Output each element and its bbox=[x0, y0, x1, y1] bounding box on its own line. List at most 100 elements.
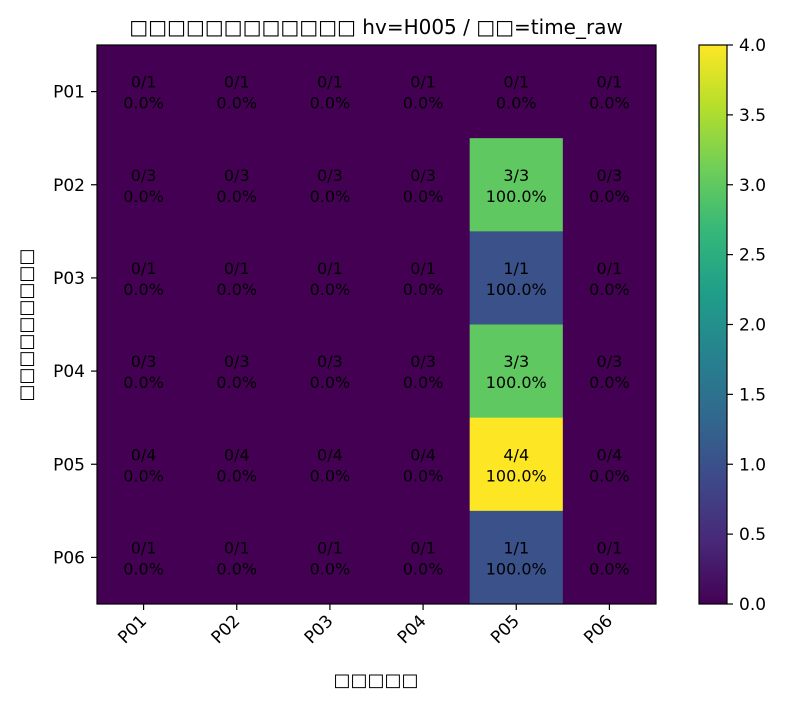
heatmap-cell bbox=[190, 510, 284, 605]
heatmap-cell bbox=[97, 324, 191, 419]
cell-count-label: 0/3 bbox=[224, 166, 250, 185]
colorbar-tick-label: 0.5 bbox=[739, 525, 766, 545]
heatmap-cells bbox=[97, 45, 657, 605]
cell-count-label: 0/3 bbox=[410, 352, 436, 371]
heatmap-cell bbox=[469, 417, 564, 512]
x-tick-label: P02 bbox=[208, 611, 245, 648]
cell-percent-label: 0.0% bbox=[310, 94, 351, 113]
x-tick-label: P03 bbox=[301, 611, 338, 648]
heatmap-cell bbox=[469, 324, 564, 419]
cell-percent-label: 0.0% bbox=[589, 94, 630, 113]
cell-count-label: 0/1 bbox=[410, 259, 436, 278]
plot-frame bbox=[96, 44, 657, 605]
cell-percent-label: 0.0% bbox=[216, 187, 257, 206]
cell-count-label: 0/4 bbox=[224, 445, 250, 464]
cell-percent-label: 0.0% bbox=[123, 187, 164, 206]
cell-percent-label: 0.0% bbox=[589, 187, 630, 206]
cell-percent-label: 0.0% bbox=[123, 280, 164, 299]
heatmap-cell bbox=[283, 231, 377, 325]
cell-count-label: 0/4 bbox=[597, 445, 623, 464]
heatmap-cell bbox=[190, 231, 284, 325]
heatmap-cell bbox=[283, 324, 377, 419]
colorbar-ticks: 0.0 0.5 1.0 1.5 2.0 2.5 3.0 3.5 4.0 bbox=[727, 36, 766, 615]
y-tick-label: P02 bbox=[53, 176, 85, 196]
cell-percent-label: 0.0% bbox=[403, 373, 444, 392]
colorbar-gradient bbox=[698, 44, 728, 605]
heatmap-cell bbox=[97, 510, 191, 605]
cell-count-label: 0/1 bbox=[503, 73, 529, 92]
cell-count-label: 0/1 bbox=[410, 73, 436, 92]
colorbar-tick-label: 4.0 bbox=[739, 36, 766, 56]
cell-count-label: 0/4 bbox=[131, 445, 157, 464]
cell-percent-label: 0.0% bbox=[496, 94, 537, 113]
heatmap-cell bbox=[376, 417, 471, 512]
cell-percent-label: 100.0% bbox=[486, 187, 547, 206]
heatmap-cell bbox=[562, 138, 657, 232]
cell-percent-label: 0.0% bbox=[216, 280, 257, 299]
cell-percent-label: 0.0% bbox=[403, 280, 444, 299]
cell-percent-label: 100.0% bbox=[486, 559, 547, 578]
heatmap-cell bbox=[283, 45, 377, 139]
y-axis-label: □□□□□□□□□ bbox=[16, 248, 37, 401]
cell-count-label: 0/1 bbox=[224, 538, 250, 557]
cell-count-label: 0/1 bbox=[317, 538, 343, 557]
cell-percent-label: 0.0% bbox=[310, 280, 351, 299]
cell-percent-label: 0.0% bbox=[216, 94, 257, 113]
heatmap-cell bbox=[97, 45, 191, 139]
x-axis-ticks: P01 P02 P03 P04 P05 P06 bbox=[114, 604, 617, 648]
heatmap-annotations: 0/1 0.0% 0/1 0.0% 0/1 0.0% 0/1 0.0% 0/1 0.0% 0/1 0.… bbox=[123, 73, 629, 579]
heatmap-cell bbox=[190, 138, 284, 232]
heatmap-cell bbox=[469, 45, 564, 139]
cell-count-label: 0/1 bbox=[597, 259, 623, 278]
y-tick-label: P05 bbox=[53, 455, 85, 475]
colorbar-tick-label: 3.5 bbox=[739, 106, 766, 126]
heatmap-cell bbox=[376, 138, 471, 232]
cell-percent-label: 0.0% bbox=[589, 466, 630, 485]
heatmap-cell bbox=[562, 417, 657, 512]
cell-percent-label: 0.0% bbox=[216, 466, 257, 485]
colorbar-tick-label: 1.0 bbox=[739, 455, 766, 475]
colorbar-tick-label: 2.5 bbox=[739, 246, 766, 266]
heatmap-cell bbox=[97, 138, 191, 232]
cell-percent-label: 0.0% bbox=[123, 559, 164, 578]
colorbar: 0.0 0.5 1.0 1.5 2.0 2.5 3.0 3.5 4.0 bbox=[698, 36, 766, 615]
cell-count-label: 1/1 bbox=[503, 538, 529, 557]
x-tick-label: P06 bbox=[580, 611, 617, 648]
cell-percent-label: 0.0% bbox=[310, 559, 351, 578]
heatmap-cell bbox=[190, 324, 284, 419]
cell-count-label: 0/3 bbox=[597, 166, 623, 185]
cell-count-label: 0/3 bbox=[410, 166, 436, 185]
cell-percent-label: 0.0% bbox=[310, 373, 351, 392]
colorbar-tick-label: 2.0 bbox=[739, 316, 766, 336]
cell-count-label: 0/3 bbox=[224, 352, 250, 371]
heatmap-cell bbox=[97, 417, 191, 512]
cell-count-label: 0/1 bbox=[317, 73, 343, 92]
heatmap-cell bbox=[376, 231, 471, 325]
heatmap-cell bbox=[283, 417, 377, 512]
cell-count-label: 0/4 bbox=[317, 445, 343, 464]
cell-percent-label: 0.0% bbox=[403, 187, 444, 206]
cell-count-label: 0/1 bbox=[597, 73, 623, 92]
heatmap-cell bbox=[562, 324, 657, 419]
cell-count-label: 0/4 bbox=[410, 445, 436, 464]
cell-count-label: 0/1 bbox=[224, 259, 250, 278]
cell-percent-label: 100.0% bbox=[486, 373, 547, 392]
heatmap-cell bbox=[97, 231, 191, 325]
cell-count-label: 0/3 bbox=[131, 166, 157, 185]
cell-percent-label: 0.0% bbox=[216, 559, 257, 578]
colorbar-tick-label: 0.0 bbox=[739, 595, 766, 615]
cell-percent-label: 0.0% bbox=[403, 466, 444, 485]
cell-count-label: 0/1 bbox=[317, 259, 343, 278]
cell-percent-label: 0.0% bbox=[123, 466, 164, 485]
y-tick-label: P03 bbox=[53, 269, 85, 289]
cell-count-label: 0/1 bbox=[597, 538, 623, 557]
heatmap-cell bbox=[190, 45, 284, 139]
cell-percent-label: 0.0% bbox=[216, 373, 257, 392]
heatmap-cell bbox=[562, 231, 657, 325]
cell-count-label: 3/3 bbox=[503, 352, 529, 371]
y-tick-label: P06 bbox=[53, 548, 85, 568]
y-axis-ticks: P01 P02 P03 P04 P05 P06 bbox=[53, 83, 97, 568]
cell-percent-label: 0.0% bbox=[310, 466, 351, 485]
x-tick-label: P04 bbox=[394, 611, 431, 648]
